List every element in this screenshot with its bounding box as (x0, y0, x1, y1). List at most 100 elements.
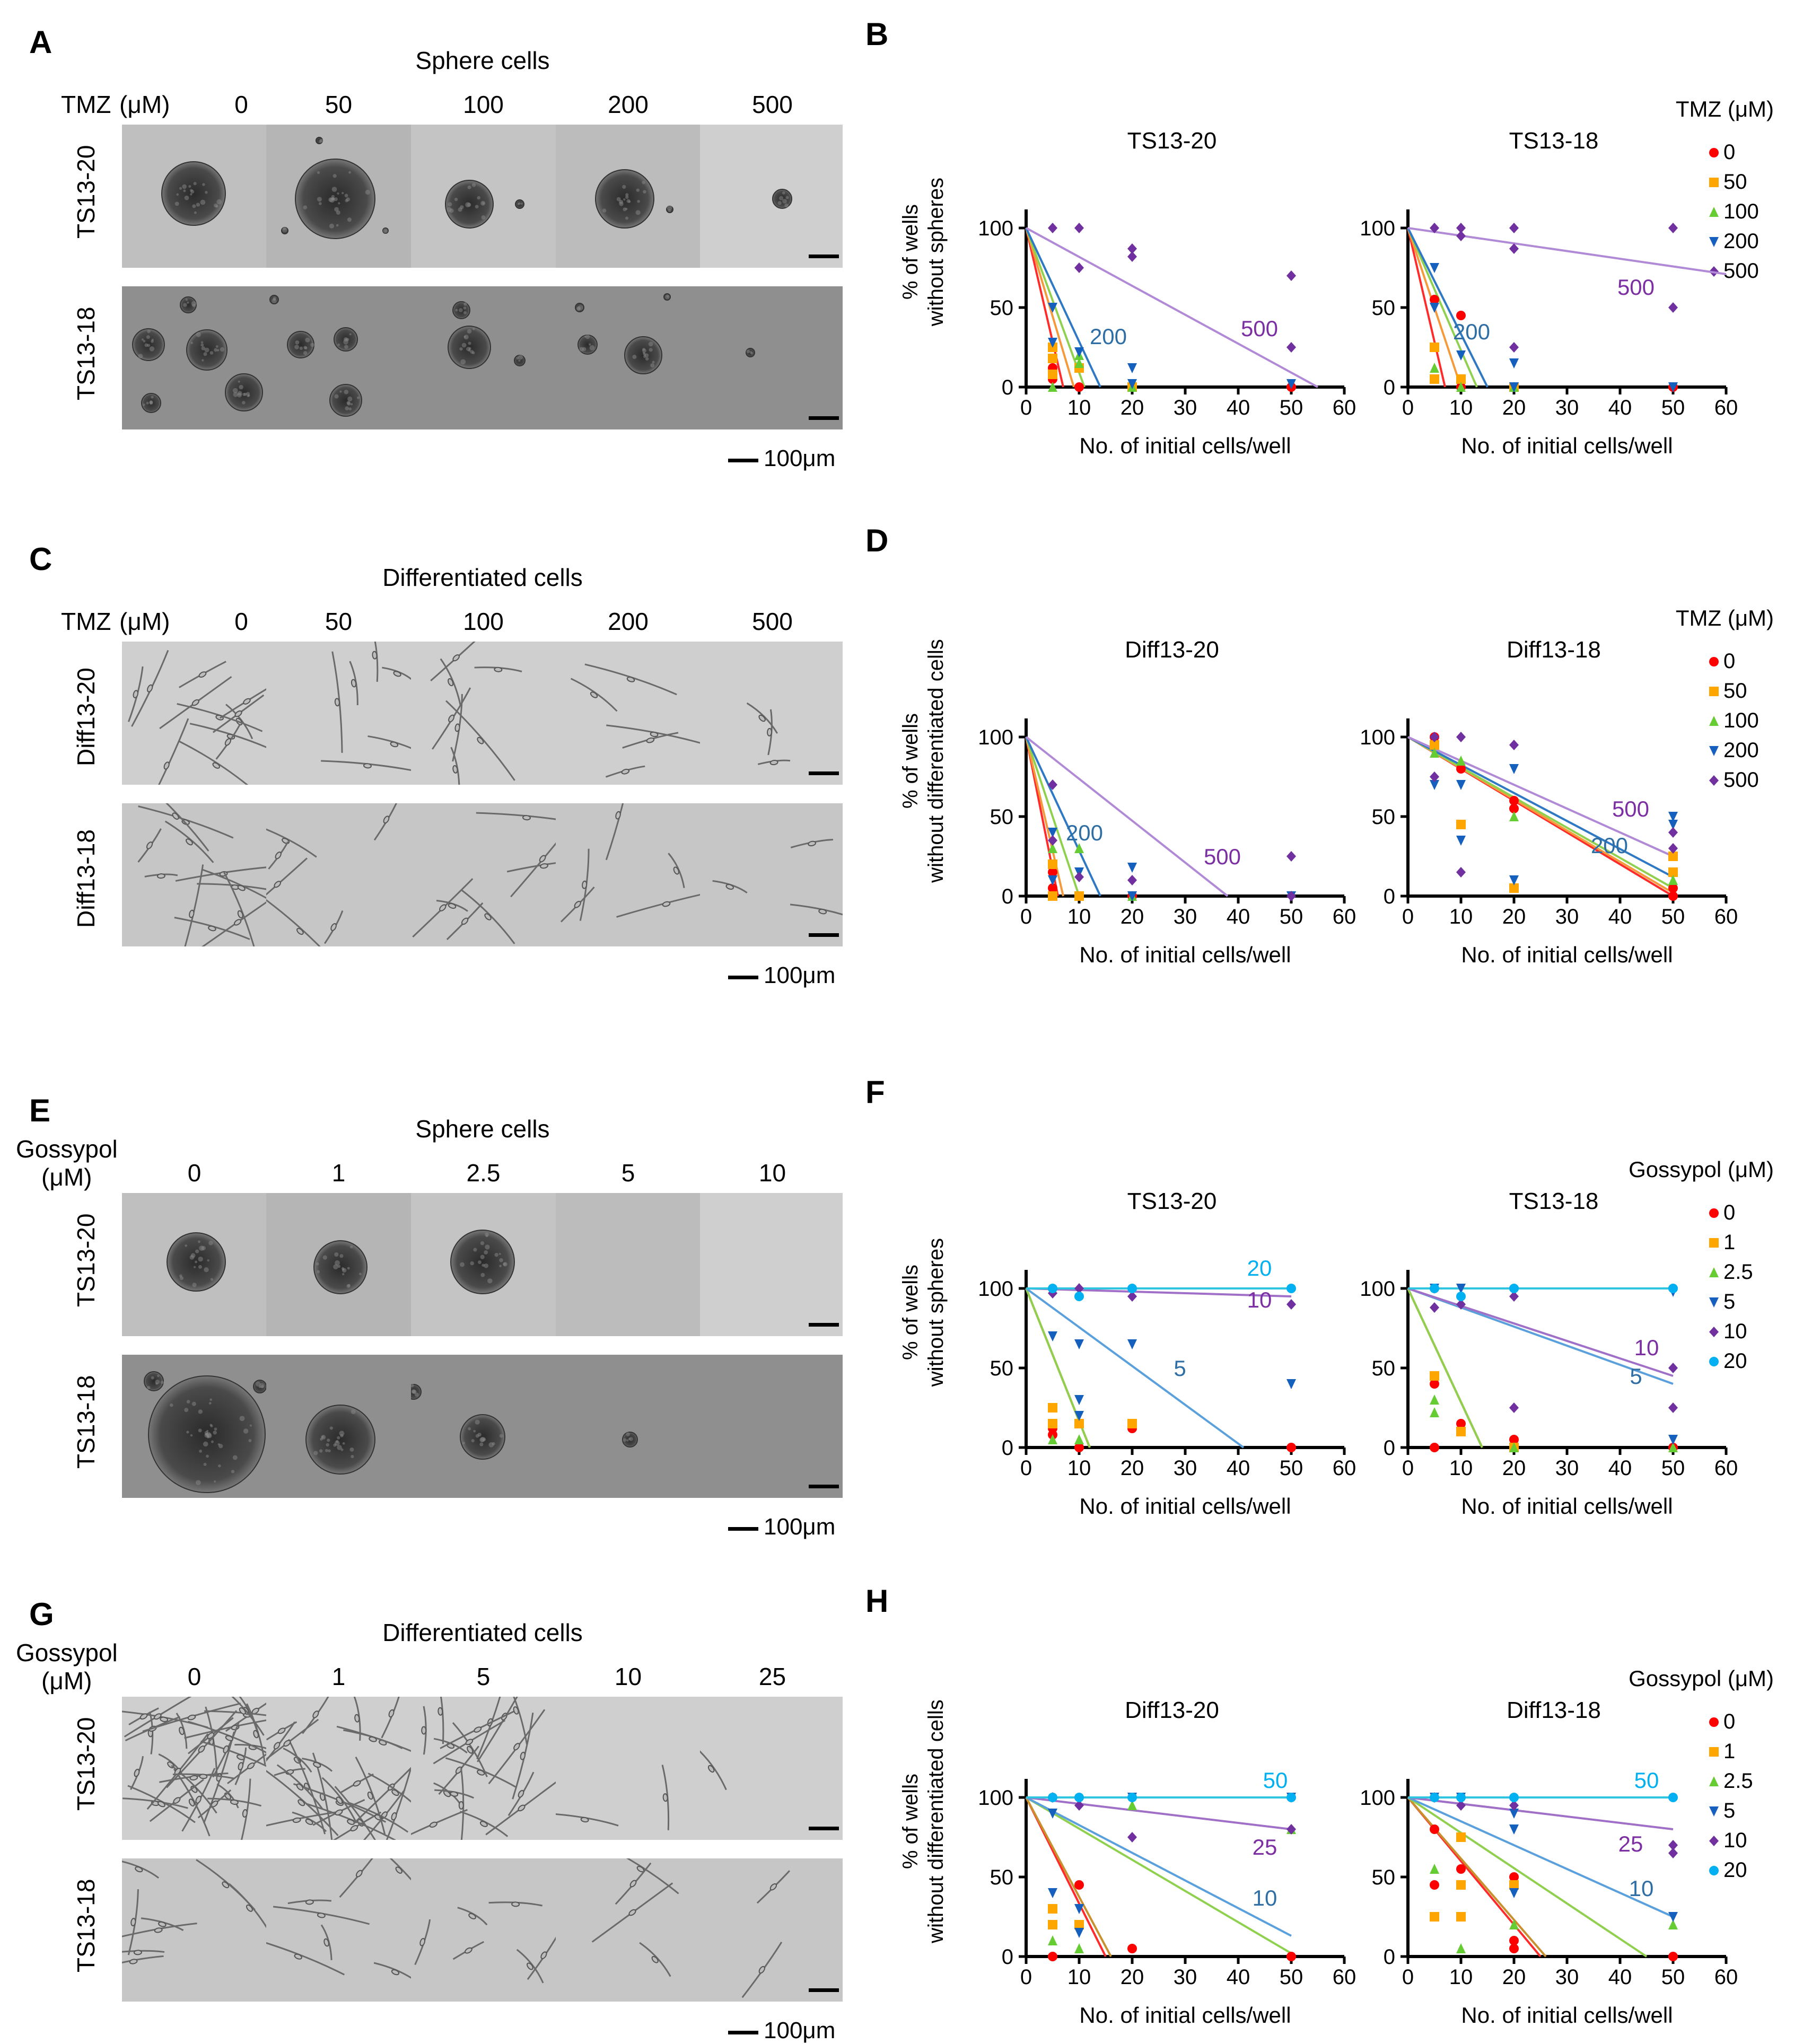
legend-label: 0 (1723, 141, 1735, 164)
micrograph (700, 125, 845, 268)
x-tick-label: 40 (1227, 1966, 1250, 1989)
fit-line (1407, 1287, 1674, 1385)
data-point (1074, 1339, 1084, 1349)
micrograph (700, 803, 845, 946)
chart-title: Diff13-18 (1507, 1697, 1601, 1723)
unit-label: (μM) (119, 608, 170, 635)
data-point (1074, 1411, 1084, 1421)
data-point (1074, 358, 1084, 368)
legend-label: 200 (1723, 739, 1759, 762)
data-point (1509, 342, 1519, 353)
micrograph (266, 642, 413, 785)
concentration-500: 500 (752, 91, 793, 118)
micrograph (266, 125, 413, 268)
legend-title: TMZ (μM) (1676, 97, 1774, 121)
fit-line (1407, 736, 1674, 857)
data-point (1074, 872, 1084, 882)
x-tick-label: 10 (1449, 1966, 1473, 1989)
scale-bar (809, 933, 839, 937)
legend-label: 5 (1723, 1290, 1735, 1313)
x-tick-label: 40 (1227, 396, 1250, 419)
x-tick-label: 10 (1449, 1457, 1473, 1480)
line-annotation: 20 (1247, 1256, 1272, 1280)
data-point (1048, 1793, 1057, 1802)
concentration-0: 0 (234, 91, 248, 118)
x-tick-label: 20 (1502, 1966, 1526, 1989)
y-axis-label: % of wells without spheres (899, 178, 948, 327)
data-point (1048, 370, 1057, 379)
data-point (1074, 1880, 1084, 1890)
fit-line (1407, 1796, 1674, 1830)
data-point (1286, 1284, 1296, 1293)
concentration-1: 1 (331, 1159, 346, 1187)
data-point (1509, 1291, 1519, 1302)
x-tick-label: 50 (1280, 905, 1303, 928)
chart-title: Diff13-20 (1125, 637, 1219, 663)
x-tick-label: 40 (1608, 905, 1632, 928)
x-tick-label: 40 (1608, 1457, 1632, 1480)
data-point (1074, 891, 1084, 901)
line-annotation: 10 (1253, 1885, 1277, 1910)
data-point (1048, 1284, 1057, 1293)
micrograph (122, 803, 269, 946)
panel-a-header: Sphere cells (415, 47, 550, 74)
data-point (1048, 828, 1057, 838)
micrograph (556, 1193, 703, 1336)
y-tick-label: 100 (978, 217, 1013, 240)
data-point (1048, 382, 1057, 392)
data-point (1456, 820, 1466, 829)
data-point (1668, 1919, 1678, 1929)
x-tick-label: 10 (1067, 905, 1091, 928)
data-point (1048, 1904, 1057, 1914)
data-point (1127, 875, 1137, 885)
concentration-5: 5 (621, 1159, 635, 1187)
legend-label: 1 (1723, 1231, 1735, 1254)
chart-title: TS13-20 (1127, 128, 1217, 154)
legend-label: 20 (1723, 1349, 1747, 1373)
legend-label: 100 (1723, 709, 1759, 732)
data-point (1456, 1793, 1466, 1802)
micrograph (122, 1193, 269, 1336)
x-tick-label: 50 (1661, 905, 1685, 928)
data-point (1127, 251, 1137, 262)
data-point (1074, 1434, 1084, 1444)
data-point (1456, 1299, 1466, 1310)
line-annotation: 5 (1174, 1356, 1186, 1381)
data-point (1048, 843, 1057, 853)
x-tick-label: 40 (1227, 1457, 1250, 1480)
fit-line (1407, 227, 1727, 275)
data-point (1127, 1419, 1137, 1428)
x-tick-label: 30 (1174, 396, 1197, 419)
data-point (1048, 1419, 1057, 1428)
data-point (1709, 178, 1719, 187)
data-point (1509, 875, 1519, 885)
data-point (1509, 811, 1519, 821)
data-point (1668, 1848, 1678, 1858)
fit-line (1025, 736, 1229, 897)
data-point (1668, 852, 1678, 861)
y-axis-label-line2: without differentiated cells (924, 1699, 948, 1944)
scale-bar-label: 100μm (764, 445, 836, 471)
x-tick-label: 10 (1067, 396, 1091, 419)
data-point (1286, 342, 1296, 353)
data-point (1509, 1793, 1519, 1802)
x-tick-label: 0 (1402, 396, 1414, 419)
data-point (1127, 1832, 1137, 1843)
x-tick-label: 20 (1502, 396, 1526, 419)
data-point (1430, 1394, 1439, 1405)
chart-title: Diff13-18 (1507, 637, 1601, 663)
data-point (1709, 687, 1719, 696)
x-tick-label: 60 (1333, 1457, 1356, 1480)
x-axis-label: No. of initial cells/well (1461, 942, 1673, 967)
data-point (1456, 836, 1466, 846)
panel-letter-d: D (865, 523, 889, 558)
line-annotation: 50 (1263, 1768, 1288, 1793)
micrograph (411, 286, 558, 429)
data-point (1668, 1402, 1678, 1413)
micrograph (122, 1858, 269, 2002)
concentration-200: 200 (608, 608, 649, 635)
y-tick-label: 50 (1372, 1866, 1396, 1889)
panel-c-header: Differentiated cells (382, 564, 583, 591)
line-annotation: 200 (1066, 820, 1103, 845)
micrograph (411, 1697, 558, 1840)
